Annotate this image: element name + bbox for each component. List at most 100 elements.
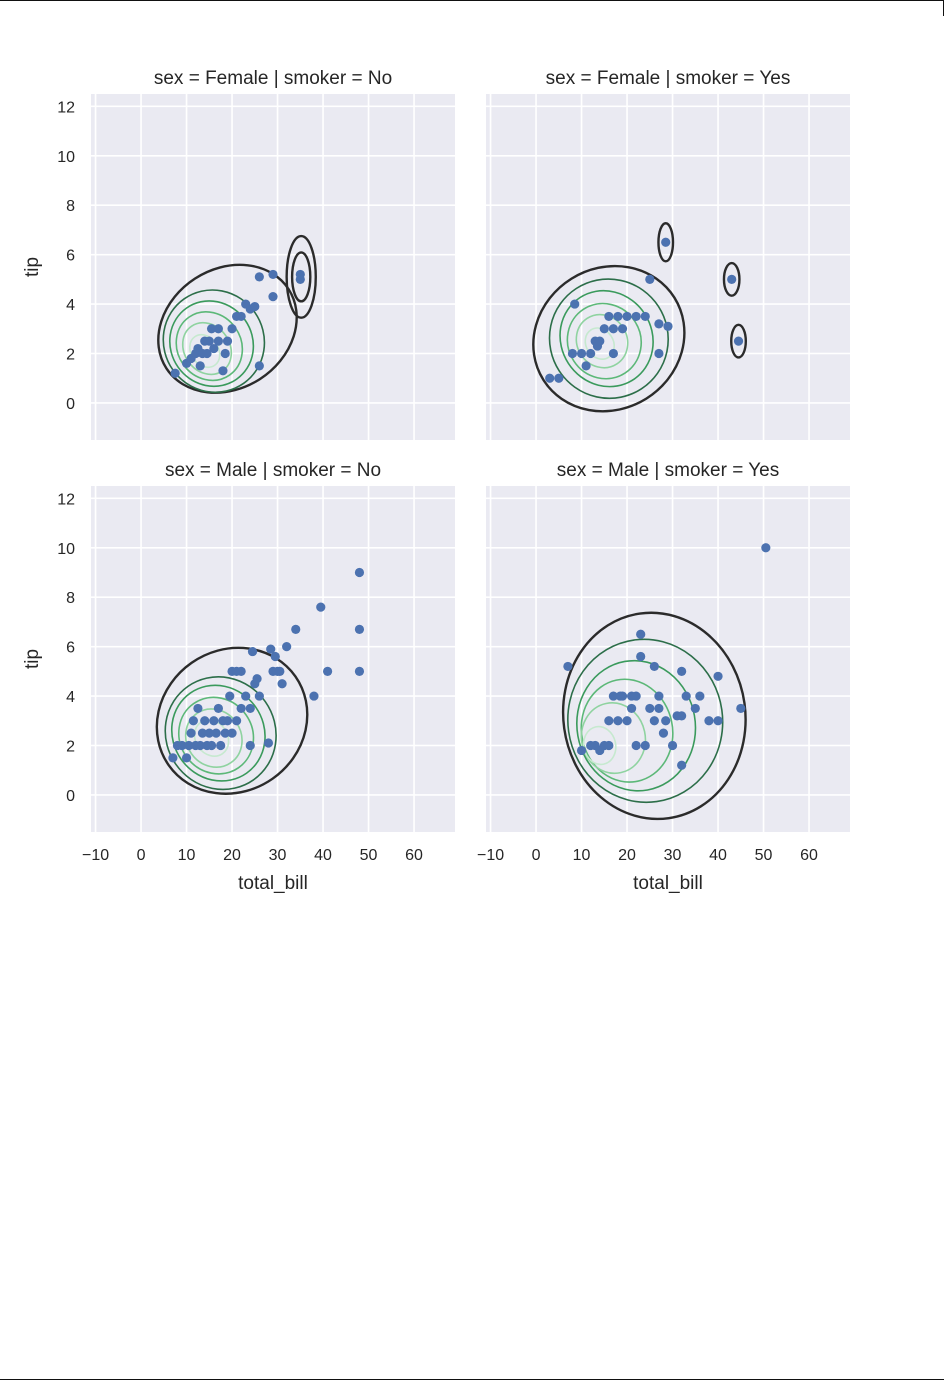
data-point <box>241 691 251 701</box>
data-point <box>667 740 678 751</box>
data-point <box>636 651 646 662</box>
kde-contour <box>164 676 277 791</box>
kde-contour <box>657 222 675 263</box>
data-point <box>181 753 192 763</box>
x-tick-label: −10 <box>82 847 109 864</box>
data-point <box>188 716 198 726</box>
data-point <box>654 319 664 329</box>
data-point <box>227 728 237 738</box>
data-point <box>263 738 274 748</box>
kde-contours <box>532 222 748 413</box>
data-point <box>576 348 587 359</box>
data-point <box>654 703 664 714</box>
data-point <box>197 728 208 738</box>
data-point <box>268 292 278 302</box>
data-point <box>275 666 285 676</box>
y-tick-label: 12 <box>57 491 75 508</box>
data-point <box>677 711 687 721</box>
x-tick-label: 50 <box>755 847 773 864</box>
y-tick-label: 8 <box>66 590 75 607</box>
y-tick-label: 6 <box>66 248 75 265</box>
data-point <box>186 728 196 738</box>
data-point <box>613 716 623 726</box>
page-top-rule <box>0 0 944 1</box>
data-point <box>627 703 637 714</box>
data-point <box>309 691 319 701</box>
y-axis-label: tip <box>22 257 43 277</box>
data-point <box>695 691 705 701</box>
data-point <box>245 703 255 714</box>
plot-background <box>486 486 850 832</box>
x-tick-label: 60 <box>405 847 423 864</box>
data-point <box>225 691 235 701</box>
data-point <box>354 624 365 634</box>
y-tick-label: 2 <box>66 347 75 364</box>
data-point <box>232 716 242 726</box>
data-point <box>316 602 326 612</box>
data-point <box>636 629 646 639</box>
data-point <box>227 324 237 334</box>
data-point <box>216 740 226 751</box>
data-point <box>222 716 233 726</box>
scatter-points <box>170 269 305 378</box>
data-point <box>266 644 276 654</box>
data-point <box>195 361 205 371</box>
data-point <box>254 361 264 371</box>
data-point <box>608 691 619 701</box>
y-tick-label: 2 <box>66 739 75 756</box>
facet-panels: sex = Female | smoker = No 0 2 4 6 8 10 12 tip se… <box>22 68 850 894</box>
page-top-rule-corner <box>943 0 944 16</box>
x-tick-label: 0 <box>532 847 541 864</box>
plot-background <box>91 94 455 440</box>
data-point <box>202 348 212 359</box>
x-tick-label: 10 <box>573 847 591 864</box>
kde-contour <box>168 300 255 388</box>
x-axis-label: total_bill <box>238 873 308 894</box>
data-point <box>704 716 714 726</box>
x-tick-label: 40 <box>709 847 727 864</box>
panel-title: sex = Female | smoker = Yes <box>546 68 791 89</box>
x-tick-label: −10 <box>477 847 504 864</box>
y-tick-label: 4 <box>66 297 75 314</box>
data-point <box>645 703 655 714</box>
data-point <box>254 691 264 701</box>
data-point <box>661 716 671 726</box>
data-point <box>354 666 365 676</box>
data-point <box>193 703 203 714</box>
data-point <box>268 269 278 280</box>
data-point <box>713 671 723 681</box>
data-point <box>209 343 219 354</box>
data-point <box>640 311 650 322</box>
x-tick-label: 40 <box>314 847 332 864</box>
data-point <box>631 311 641 322</box>
data-point <box>213 703 223 714</box>
x-axis-label: total_bill <box>633 873 703 894</box>
y-tick-label: 6 <box>66 640 75 657</box>
data-point <box>323 666 333 676</box>
scatter-points <box>545 237 744 383</box>
data-point <box>654 348 664 359</box>
data-point <box>218 366 228 376</box>
data-point <box>645 274 655 284</box>
panel-title: sex = Male | smoker = Yes <box>557 460 780 481</box>
data-point <box>631 691 641 701</box>
data-point <box>617 324 628 334</box>
y-tick-label: 8 <box>66 198 75 215</box>
data-point <box>608 324 619 334</box>
data-point <box>563 661 573 672</box>
data-point <box>631 740 641 751</box>
kde-contour <box>566 302 643 380</box>
data-point <box>250 301 260 312</box>
data-point <box>604 716 614 726</box>
panel-title: sex = Female | smoker = No <box>154 68 392 89</box>
kde-contours <box>561 611 747 821</box>
data-point <box>663 321 673 331</box>
x-tick-label: 30 <box>269 847 287 864</box>
data-point <box>604 740 614 751</box>
kde-contour <box>155 646 309 795</box>
data-point <box>184 740 194 751</box>
data-point <box>222 336 233 346</box>
y-tick-label: 10 <box>57 541 75 558</box>
facet-panel: sex = Male | smoker = Yes −10 0 10 20 30 40 50 6… <box>477 460 850 894</box>
data-point <box>554 373 564 383</box>
